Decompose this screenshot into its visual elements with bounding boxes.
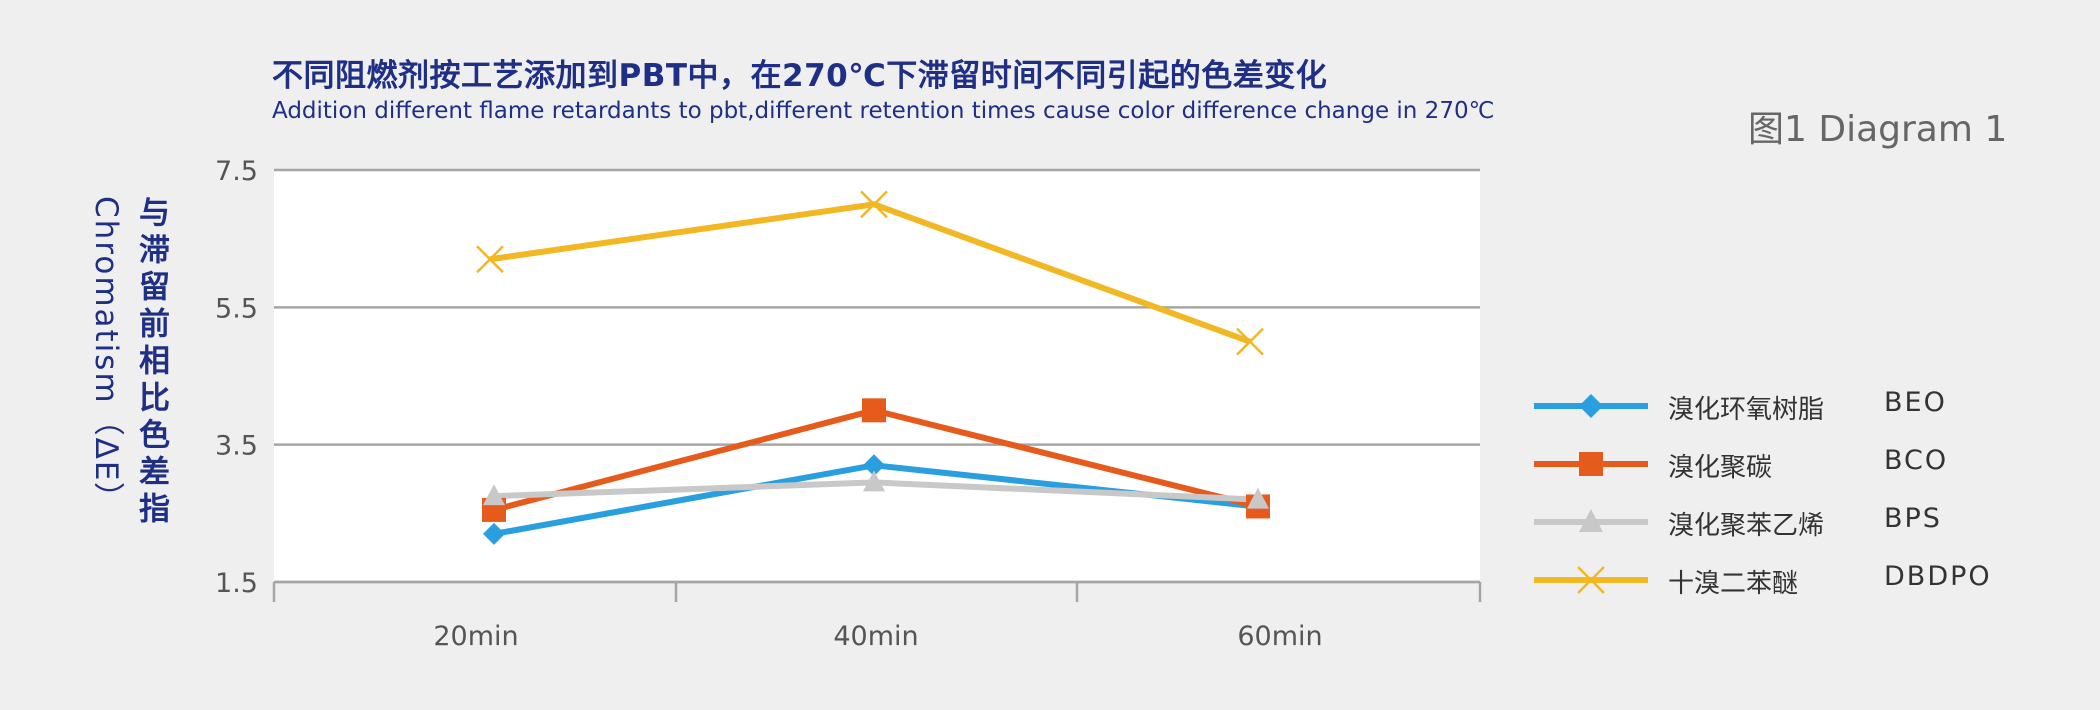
legend-item-dbdpo: 十溴二苯醚 DBDPO [1532,557,2032,615]
legend-marker [1579,452,1603,476]
data-point-beo [863,454,885,477]
legend-swatch [1534,394,1648,418]
y-tick-label: 7.5 [215,156,258,187]
data-point-dbdpo [860,190,888,219]
y-tick-label: 5.5 [215,293,258,324]
data-point-dbdpo [476,245,504,274]
x-tick-label: 40min [833,621,918,652]
legend-item-beo: 溴化环氧树脂 BEO [1532,383,2032,441]
legend-label-cn: 溴化聚苯乙烯 [1668,511,1825,541]
legend-label-cn: 溴化聚碳 [1668,453,1773,483]
legend-swatch [1534,509,1648,532]
legend-label-code: BEO [1884,387,1947,418]
series-markers [476,190,1270,545]
legend-marker [1577,566,1605,594]
legend-marker [1579,509,1603,532]
diagram-label: 图1 Diagram 1 [1748,109,2008,150]
x-tick-label: 20min [433,621,518,652]
legend-label-code: BPS [1884,503,1942,534]
y-tick-label: 1.5 [215,568,258,599]
data-point-bco [862,398,886,423]
legend-label-code: DBDPO [1884,561,1992,592]
data-point-bps [483,484,505,506]
chart-subtitle: Addition different flame retardants to p… [272,98,1495,124]
y-tick-label: 3.5 [215,431,258,462]
legend-item-bco: 溴化聚碳 BCO [1532,441,2032,499]
legend-marker [1579,394,1603,418]
legend: 溴化环氧树脂 BEO 溴化聚碳 BCO 溴化聚苯乙烯 BPS 十溴二苯醚 DBDPO [1532,383,2032,615]
x-axis [272,580,1482,602]
x-tick-label: 60min [1237,621,1322,652]
y-axis-label: 与滞留前相比色差指 Chromatism（ΔE） [84,196,174,529]
tick-labels: 7.5 5.5 3.5 1.5 20min 40min 60min [215,156,1323,652]
plot-area [274,170,1480,582]
legend-label-cn: 十溴二苯醚 [1668,569,1799,599]
y-axis-label-en: Chromatism（ΔE） [88,196,124,516]
data-point-bps [863,470,885,492]
data-point-beo [483,522,505,545]
legend-label-code: BCO [1884,445,1949,476]
legend-item-bps: 溴化聚苯乙烯 BPS [1532,499,2032,557]
chart-title: 不同阻燃剂按工艺添加到PBT中，在270℃下滞留时间不同引起的色差变化 [272,58,1328,94]
data-point-dbdpo [1236,327,1264,356]
legend-swatch [1534,452,1648,476]
legend-label-cn: 溴化环氧树脂 [1668,395,1825,425]
data-point-bps [1247,487,1269,509]
legend-swatch [1534,566,1648,594]
y-axis-label-cn: 与滞留前相比色差指 [133,196,169,529]
